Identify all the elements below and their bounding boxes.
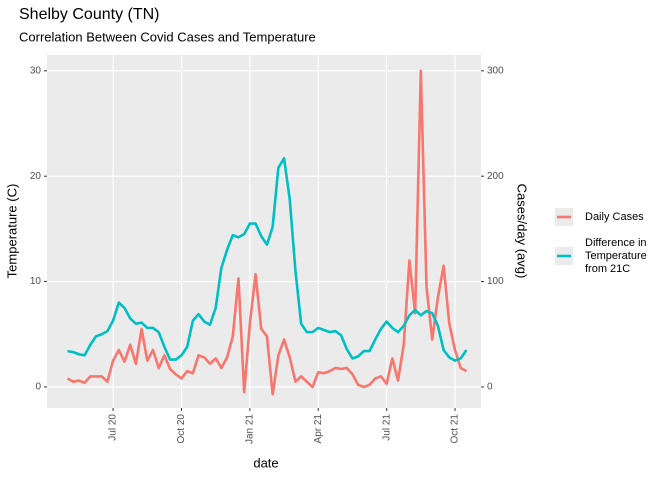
x-tick-label: Jul 21 [381,414,392,441]
y2-axis-title: Cases/day (avg) [515,184,530,279]
y-tick-label: 10 [30,276,42,287]
chart-subtitle: Correlation Between Covid Cases and Temp… [19,29,316,44]
x-tick-label: Oct 20 [176,414,187,444]
series-line [66,69,468,396]
y-tick-label: 0 [35,382,41,393]
y2-tick-label: 300 [487,65,504,76]
y-tick-label: 30 [30,65,42,76]
x-tick-label: Oct 21 [450,414,461,444]
series-line [67,156,468,362]
legend-label: Daily Cases [585,211,644,223]
x-tick-label: Jul 20 [108,414,119,441]
y-tick-label: 20 [30,171,42,182]
x-axis-title: date [253,455,278,470]
legend-label: Difference in Temperature from 21C [585,237,647,275]
y2-tick-label: 0 [487,382,493,393]
y2-tick-label: 100 [487,276,504,287]
x-tick-label: Apr 21 [313,414,324,444]
y-axis-title: Temperature (C) [4,184,19,279]
chart-title: Shelby County (TN) [19,6,160,23]
x-tick-label: Jan 21 [245,414,256,444]
y2-tick-label: 200 [487,171,504,182]
